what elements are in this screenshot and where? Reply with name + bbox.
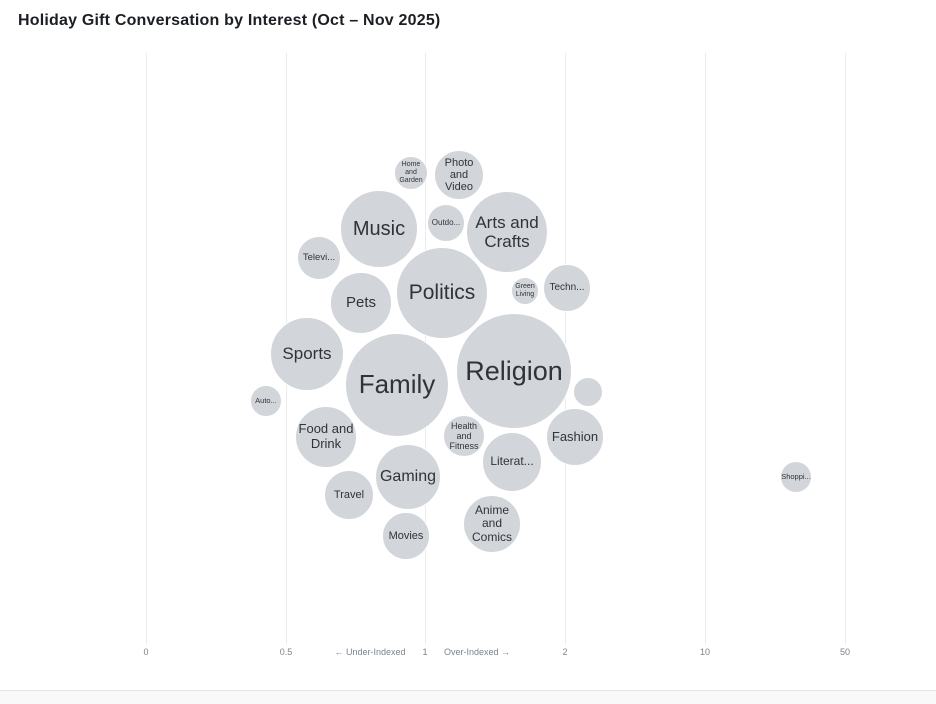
x-tick-label-0.5: 0.5 <box>279 647 293 657</box>
bubble-label: Sports <box>282 344 332 364</box>
bubble-label: Music <box>352 217 406 240</box>
bubble-label: Pets <box>345 293 376 311</box>
x-tick-label-0: 0 <box>143 647 149 657</box>
footer-area <box>0 691 936 704</box>
bubble-label: Home and Garden <box>399 161 423 184</box>
bubble-pets[interactable]: Pets <box>330 272 392 334</box>
x-tick-label-50: 50 <box>839 647 851 657</box>
bubble-label: Anime and Comics <box>471 502 512 544</box>
bubble-label: Photo and Video <box>444 156 474 194</box>
bubble-label: Health and Fitness <box>449 420 479 452</box>
bubble-label: Shoppi... <box>781 471 811 481</box>
bubble-label: Techn... <box>549 282 585 294</box>
x-tick-label-2: 2 <box>562 647 568 657</box>
bubble-label: Travel <box>333 488 365 501</box>
bubble-label: Food and Drink <box>298 421 354 451</box>
bubble-unlabeled[interactable] <box>573 377 603 407</box>
axis-note-under-indexed: ← Under-Indexed <box>334 647 406 657</box>
bubble-arts-and-crafts[interactable]: Arts and Crafts <box>466 191 548 273</box>
footer-divider <box>0 690 936 691</box>
bubble-family[interactable]: Family <box>345 333 449 437</box>
bubble-label: Auto... <box>255 395 277 405</box>
bubble-gaming[interactable]: Gaming <box>375 444 441 510</box>
bubble-outdo[interactable]: Outdo... <box>427 204 465 242</box>
bubble-label: Family <box>358 369 436 400</box>
bubble-home-and-garden[interactable]: Home and Garden <box>394 156 428 190</box>
bubble-techn[interactable]: Techn... <box>543 264 591 312</box>
bubble-label: Televi... <box>302 251 336 263</box>
bubble-food-and-drink[interactable]: Food and Drink <box>295 406 357 468</box>
bubble-religion[interactable]: Religion <box>456 313 572 429</box>
x-tick-label-1: 1 <box>422 647 428 657</box>
bubble-fashion[interactable]: Fashion <box>546 408 604 466</box>
bubble-label: Arts and Crafts <box>475 212 539 251</box>
axis-note-over-indexed: Over-Indexed → <box>443 647 511 657</box>
gridline-0 <box>146 53 147 644</box>
gridline-50 <box>845 53 846 644</box>
bubble-label: Politics <box>408 281 476 305</box>
bubble-travel[interactable]: Travel <box>324 470 374 520</box>
chart-title: Holiday Gift Conversation by Interest (O… <box>18 12 441 29</box>
bubble-sports[interactable]: Sports <box>270 317 344 391</box>
bubble-auto[interactable]: Auto... <box>250 385 282 417</box>
bubble-politics[interactable]: Politics <box>396 247 488 339</box>
bubble-literat[interactable]: Literat... <box>482 432 542 492</box>
bubble-label: Outdo... <box>431 217 461 227</box>
bubble-green-living[interactable]: Green Living <box>511 277 539 305</box>
bubble-movies[interactable]: Movies <box>382 512 430 560</box>
bubble-anime-and-comics[interactable]: Anime and Comics <box>463 495 521 553</box>
bubble-photo-and-video[interactable]: Photo and Video <box>434 150 484 200</box>
bubble-label: Religion <box>465 355 563 386</box>
bubble-label: Green Living <box>515 283 535 298</box>
bubble-televi[interactable]: Televi... <box>297 236 341 280</box>
bubble-label: Literat... <box>490 454 534 469</box>
gridline-10 <box>705 53 706 644</box>
bubble-label: Movies <box>388 529 424 542</box>
bubble-label: Gaming <box>379 468 437 486</box>
x-tick-label-10: 10 <box>699 647 711 657</box>
bubble-shoppi[interactable]: Shoppi... <box>780 461 812 493</box>
bubble-label: Fashion <box>551 428 599 444</box>
bubble-music[interactable]: Music <box>340 190 418 268</box>
bubble-health-and-fitness[interactable]: Health and Fitness <box>443 415 485 457</box>
